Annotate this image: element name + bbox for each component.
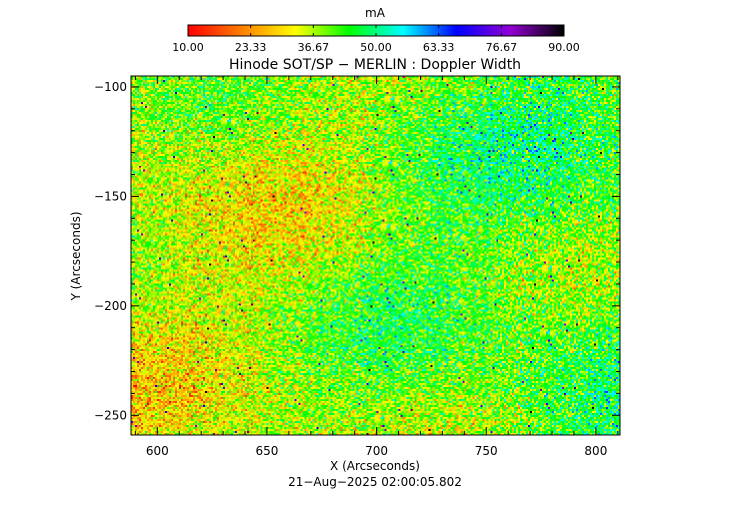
plot-frame — [130, 75, 621, 436]
chart-title: Hinode SOT/SP − MERLIN : Doppler Width — [229, 57, 521, 73]
plot-area: 600 650 700 750 800 −100 −150 −200 −250 — [94, 75, 621, 458]
x-tick-label: 650 — [256, 444, 279, 458]
colorbar: mA 10.00 23.33 36.67 50.00 63.33 76.67 90.00 — [172, 6, 580, 54]
colorbar-tick-label: 63.33 — [423, 41, 455, 54]
y-axis-label: Y (Arcseconds) — [69, 211, 83, 301]
colorbar-tick-label: 36.67 — [298, 41, 330, 54]
colorbar-tick-label: 76.67 — [486, 41, 518, 54]
colorbar-tick-label: 23.33 — [235, 41, 267, 54]
timestamp: 21−Aug−2025 02:00:05.802 — [288, 475, 462, 489]
y-tick-label: −100 — [94, 80, 127, 94]
y-tick-label: −150 — [94, 189, 127, 203]
x-axis-label: X (Arcseconds) — [330, 459, 420, 473]
x-tick-label: 700 — [365, 444, 388, 458]
heatmap-image — [131, 76, 620, 435]
colorbar-ticks: 10.00 23.33 36.67 50.00 63.33 76.67 90.00 — [172, 25, 580, 54]
colorbar-label: mA — [365, 6, 386, 20]
x-tick-label: 750 — [475, 444, 498, 458]
colorbar-tick-label: 90.00 — [548, 41, 580, 54]
y-tick-label: −250 — [94, 408, 127, 422]
colorbar-tick-label: 10.00 — [172, 41, 204, 54]
colorbar-tick-label: 50.00 — [360, 41, 392, 54]
x-tick-label: 600 — [146, 444, 169, 458]
x-tick-label: 800 — [584, 444, 607, 458]
y-axis-ticks: −100 −150 −200 −250 — [94, 80, 620, 422]
y-tick-label: −200 — [94, 299, 127, 313]
x-axis-ticks: 600 650 700 750 800 — [134, 76, 619, 458]
